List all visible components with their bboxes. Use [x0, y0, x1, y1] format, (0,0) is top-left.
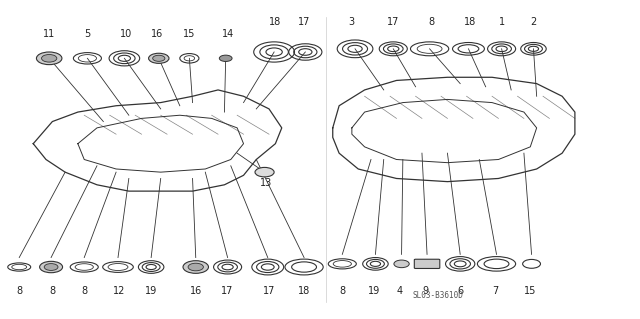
- Circle shape: [42, 55, 57, 62]
- Text: 8: 8: [339, 286, 346, 296]
- FancyBboxPatch shape: [414, 259, 440, 269]
- Text: 12: 12: [113, 286, 125, 296]
- Text: 14: 14: [221, 29, 234, 39]
- Circle shape: [36, 52, 62, 65]
- Circle shape: [220, 55, 232, 62]
- Text: 2: 2: [531, 17, 536, 27]
- Circle shape: [44, 263, 58, 271]
- Text: 7: 7: [492, 286, 499, 296]
- Text: 10: 10: [120, 29, 132, 39]
- Text: 15: 15: [524, 286, 536, 296]
- Text: 8: 8: [16, 286, 22, 296]
- Text: 18: 18: [269, 17, 282, 27]
- Circle shape: [40, 261, 63, 273]
- Circle shape: [183, 261, 209, 273]
- Text: 15: 15: [183, 29, 196, 39]
- Text: 18: 18: [298, 286, 310, 296]
- Text: 8: 8: [49, 286, 56, 296]
- Text: 8: 8: [81, 286, 87, 296]
- Text: SL03-B3610D: SL03-B3610D: [412, 291, 463, 300]
- Text: 1: 1: [499, 17, 505, 27]
- Text: 17: 17: [221, 286, 234, 296]
- Circle shape: [394, 260, 409, 268]
- Text: 4: 4: [397, 286, 403, 296]
- Circle shape: [188, 263, 204, 271]
- Circle shape: [148, 53, 169, 63]
- Text: 13: 13: [260, 178, 272, 189]
- Text: 19: 19: [368, 286, 380, 296]
- Circle shape: [255, 167, 274, 177]
- Text: 17: 17: [387, 17, 399, 27]
- Text: 17: 17: [263, 286, 275, 296]
- Text: 19: 19: [145, 286, 157, 296]
- Text: 5: 5: [84, 29, 90, 39]
- Text: 16: 16: [189, 286, 202, 296]
- Circle shape: [153, 55, 165, 61]
- Text: 16: 16: [152, 29, 164, 39]
- Text: 17: 17: [298, 17, 310, 27]
- Text: 3: 3: [349, 17, 355, 27]
- Text: 11: 11: [43, 29, 55, 39]
- Text: 18: 18: [463, 17, 476, 27]
- Text: 6: 6: [457, 286, 463, 296]
- Text: 9: 9: [422, 286, 428, 296]
- Text: 8: 8: [428, 17, 435, 27]
